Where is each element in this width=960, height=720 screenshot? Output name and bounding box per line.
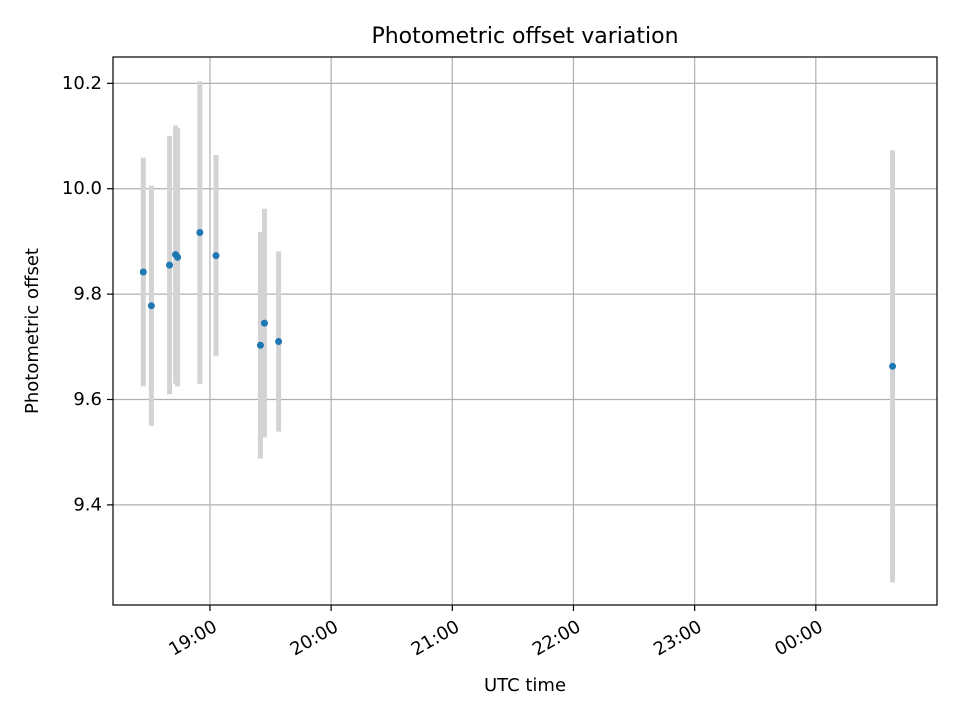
x-tick-label: 00:00 [771, 616, 826, 660]
data-point [196, 228, 204, 236]
data-point [174, 253, 182, 261]
data-point [212, 252, 220, 260]
y-tick-label: 9.4 [73, 494, 102, 515]
plot-area [113, 57, 937, 605]
chart-title: Photometric offset variation [371, 24, 678, 49]
data-point [166, 261, 174, 269]
y-tick-label: 9.8 [73, 284, 102, 305]
x-tick-label: 21:00 [408, 616, 463, 660]
y-tick-label: 10.0 [62, 178, 102, 199]
x-axis-ticks: 19:00 20:00 21:00 22:00 23:00 00:00 [165, 605, 827, 660]
data-points [139, 228, 897, 370]
data-point [260, 319, 268, 327]
y-tick-label: 9.6 [73, 389, 102, 410]
data-point [256, 341, 264, 349]
data-point [889, 362, 897, 370]
x-tick-label: 19:00 [165, 616, 220, 660]
data-point [147, 302, 155, 310]
y-axis-label: Photometric offset [22, 248, 43, 414]
data-point [139, 268, 147, 276]
x-tick-label: 23:00 [650, 616, 705, 660]
data-point [275, 338, 283, 346]
x-tick-label: 22:00 [529, 616, 584, 660]
y-axis-ticks: 9.4 9.6 9.8 10.0 10.2 [62, 73, 113, 515]
plot-frame [112, 56, 938, 606]
x-tick-label: 20:00 [287, 616, 342, 660]
grid [113, 57, 937, 605]
y-tick-label: 10.2 [62, 73, 102, 94]
x-axis-label: UTC time [484, 675, 566, 696]
